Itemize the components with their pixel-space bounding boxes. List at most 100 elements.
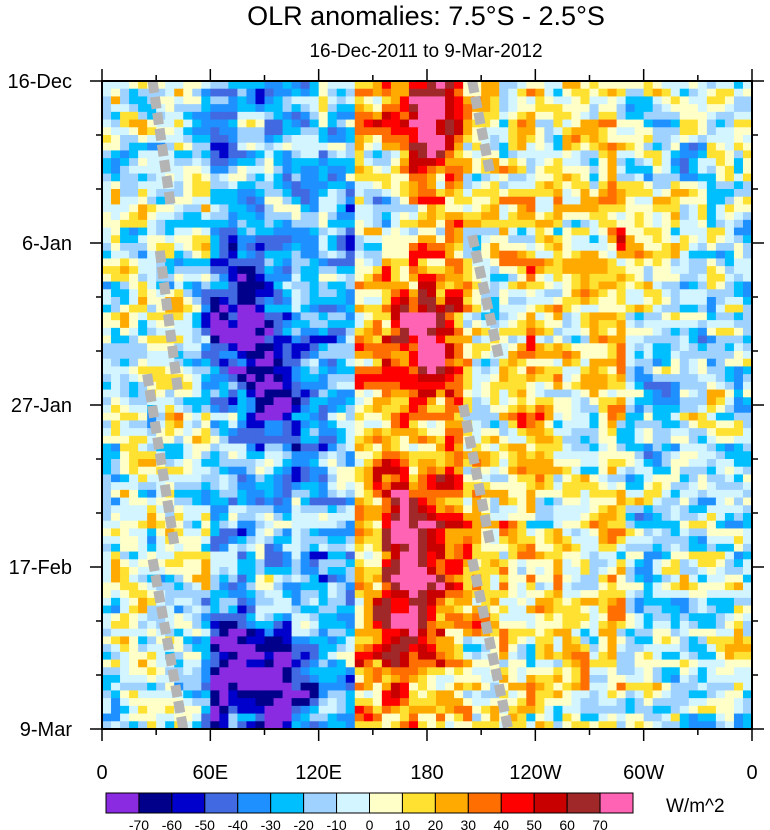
heatmap-cell [399, 219, 410, 229]
heatmap-cell [571, 443, 582, 452]
heatmap-cell [517, 135, 527, 144]
heatmap-cell [553, 104, 564, 113]
heatmap-cell [679, 165, 690, 175]
heatmap-cell [724, 273, 735, 283]
heatmap-cell [706, 351, 717, 360]
heatmap-cell [571, 335, 582, 344]
heatmap-cell [472, 351, 482, 360]
heatmap-cell [463, 204, 473, 213]
heatmap-cell [399, 243, 410, 252]
heatmap-cell [102, 389, 112, 398]
heatmap-cell [625, 266, 636, 275]
heatmap-cell [417, 142, 428, 152]
heatmap-cell [499, 543, 509, 553]
heatmap-cell [381, 451, 392, 460]
heatmap-cell [138, 88, 148, 98]
heatmap-cell [111, 482, 121, 491]
heatmap-cell [210, 96, 220, 105]
heatmap-cell [598, 88, 609, 98]
heatmap-cell [165, 227, 175, 236]
heatmap-cell [706, 96, 717, 105]
heatmap-cell [652, 158, 663, 167]
heatmap-cell [580, 582, 591, 591]
heatmap-cell [129, 605, 139, 614]
heatmap-cell [201, 489, 211, 499]
heatmap-cell [372, 273, 383, 283]
heatmap-cell [192, 142, 202, 152]
heatmap-cell [697, 435, 708, 445]
heatmap-cell [273, 351, 284, 360]
heatmap-cell [544, 497, 554, 506]
heatmap-cell [454, 312, 464, 321]
heatmap-cell [535, 181, 545, 190]
heatmap-cell [499, 351, 509, 360]
heatmap-cell [246, 597, 257, 607]
heatmap-cell [165, 219, 175, 229]
heatmap-cell [661, 428, 672, 437]
heatmap-cell [715, 374, 726, 383]
heatmap-cell [183, 281, 193, 290]
heatmap-cell [318, 212, 329, 221]
heatmap-cell [625, 482, 636, 491]
heatmap-cell [697, 335, 708, 344]
heatmap-cell [706, 489, 717, 499]
heatmap-cell [535, 320, 545, 329]
heatmap-cell [291, 435, 302, 445]
heatmap-cell [616, 451, 627, 460]
heatmap-cell [445, 96, 455, 105]
heatmap-cell [237, 528, 248, 537]
heatmap-cell [679, 513, 690, 522]
heatmap-cell [138, 281, 148, 290]
heatmap-cell [571, 258, 582, 267]
heatmap-cell [336, 459, 347, 468]
heatmap-cell [192, 405, 202, 414]
heatmap-cell [463, 567, 473, 576]
heatmap-cell [436, 150, 446, 159]
heatmap-cell [652, 96, 663, 105]
heatmap-cell [138, 258, 148, 267]
heatmap-cell [733, 343, 744, 352]
heatmap-cell [742, 312, 753, 321]
heatmap-cell [427, 219, 437, 229]
heatmap-cell [454, 351, 464, 360]
heatmap-cell [499, 474, 509, 483]
heatmap-cell [679, 412, 690, 422]
heatmap-cell [336, 613, 347, 622]
heatmap-cell [399, 520, 410, 530]
heatmap-cell [273, 165, 284, 175]
heatmap-cell [390, 374, 401, 383]
heatmap-cell [246, 304, 257, 314]
heatmap-cell [282, 358, 293, 368]
heatmap-cell [526, 96, 536, 105]
heatmap-cell [427, 489, 437, 499]
heatmap-cell [291, 204, 302, 213]
heatmap-cell [481, 189, 491, 198]
heatmap-cell [417, 605, 428, 614]
heatmap-cell [535, 258, 545, 267]
heatmap-cell [553, 551, 564, 560]
heatmap-cell [661, 443, 672, 452]
heatmap-cell [390, 459, 401, 468]
heatmap-cell [381, 150, 392, 159]
heatmap-cell [408, 304, 419, 314]
heatmap-cell [228, 397, 239, 406]
heatmap-cell [598, 335, 609, 344]
heatmap-cell [679, 497, 690, 506]
heatmap-cell [553, 273, 564, 283]
heatmap-cell [445, 219, 455, 229]
heatmap-cell [517, 443, 527, 452]
heatmap-cell [201, 258, 211, 267]
heatmap-cell [111, 412, 121, 422]
heatmap-cell [670, 412, 681, 422]
heatmap-cell [219, 312, 229, 321]
heatmap-cell [724, 297, 735, 306]
heatmap-cell [165, 443, 175, 452]
heatmap-cell [427, 96, 437, 105]
heatmap-cell [607, 528, 618, 537]
heatmap-cell [490, 474, 500, 483]
heatmap-cell [715, 104, 726, 113]
heatmap-cell [183, 590, 193, 599]
heatmap-cell [102, 489, 112, 499]
heatmap-cell [571, 366, 582, 375]
heatmap-cell [120, 513, 130, 522]
